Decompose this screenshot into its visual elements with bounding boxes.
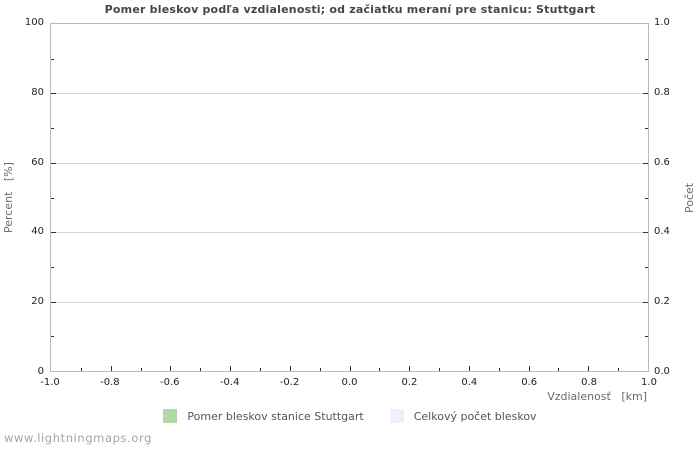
y-tick-label-left: 80 <box>31 86 44 98</box>
y-tick-label-right: 0.4 <box>654 226 670 238</box>
x-tick-label: 0.2 <box>401 377 418 388</box>
watermark-link[interactable]: www.lightningmaps.org <box>4 431 153 445</box>
y-tick-label-left: 60 <box>31 156 44 168</box>
x-tick-mark <box>110 366 112 371</box>
y-tick-mark <box>51 336 54 338</box>
x-tick-mark <box>468 366 470 371</box>
y-axis-label-left: Percent [%] <box>2 162 15 233</box>
legend-swatch-lavender <box>389 409 404 423</box>
gridline <box>51 232 648 234</box>
x-tick-label: -0.2 <box>279 377 300 388</box>
y-tick-label-left: 100 <box>24 17 44 28</box>
x-tick-mark <box>618 368 620 371</box>
x-tick-mark <box>409 366 411 371</box>
legend: Pomer bleskov stanice Stuttgart Celkový … <box>0 409 700 423</box>
x-tick-label: -1.0 <box>40 377 60 388</box>
x-tick-label: 1.0 <box>641 377 657 388</box>
y-tick-mark <box>51 197 54 199</box>
y-tick-label-right: 0.2 <box>654 296 670 308</box>
x-tick-label: 0.6 <box>521 377 538 388</box>
y-tick-mark <box>51 93 56 95</box>
y-tick-label-left: 0 <box>37 366 44 377</box>
x-tick-mark <box>80 368 82 371</box>
y-tick-mark <box>51 301 56 303</box>
x-tick-mark <box>200 368 202 371</box>
x-tick-mark <box>379 368 381 371</box>
x-tick-mark <box>498 368 500 371</box>
legend-label: Celkový počet bleskov <box>413 409 537 423</box>
chart-title: Pomer bleskov podľa vzdialenosti; od zač… <box>104 3 596 16</box>
y-tick-label-right: 1.0 <box>654 17 670 28</box>
y-tick-label-right: 0.8 <box>654 86 670 98</box>
y-tick-mark <box>51 162 56 164</box>
y-tick-mark <box>51 128 54 130</box>
x-tick-label: 0.0 <box>341 377 358 388</box>
y-tick-mark <box>51 266 54 268</box>
y-tick-mark <box>643 162 648 164</box>
x-tick-label: -0.4 <box>219 377 240 388</box>
y-tick-mark <box>645 197 648 199</box>
y-axis-label-right: Počet <box>683 182 696 213</box>
y-tick-mark <box>645 266 648 268</box>
y-tick-mark <box>51 58 54 60</box>
y-tick-mark <box>51 232 56 234</box>
y-tick-mark <box>643 93 648 95</box>
y-tick-mark <box>643 301 648 303</box>
x-tick-label: 0.8 <box>581 377 598 388</box>
x-tick-label: -0.8 <box>100 377 120 388</box>
x-tick-mark <box>259 368 261 371</box>
x-tick-mark <box>558 368 560 371</box>
x-tick-mark <box>528 366 530 371</box>
x-tick-mark <box>349 366 351 371</box>
y-tick-mark <box>643 232 648 234</box>
gridline <box>51 162 648 164</box>
y-tick-label-right: 0.6 <box>654 156 670 168</box>
y-tick-mark <box>645 58 648 60</box>
x-tick-label: 0.4 <box>461 377 478 388</box>
x-tick-mark <box>230 366 232 371</box>
x-tick-mark <box>140 368 142 371</box>
legend-item-station-ratio: Pomer bleskov stanice Stuttgart <box>163 409 364 423</box>
plot-area <box>50 23 649 372</box>
x-tick-mark <box>588 366 590 371</box>
y-tick-mark <box>645 336 648 338</box>
x-tick-mark <box>439 368 441 371</box>
x-axis-label: Vzdialenosť [km] <box>547 390 647 403</box>
gridline <box>51 301 648 303</box>
legend-label: Pomer bleskov stanice Stuttgart <box>187 409 364 423</box>
y-tick-label-left: 40 <box>31 226 44 238</box>
x-tick-mark <box>319 368 321 371</box>
legend-item-total-count: Celkový počet bleskov <box>389 409 537 423</box>
gridline <box>51 93 648 95</box>
y-tick-label-right: 0.0 <box>654 366 670 377</box>
y-tick-mark <box>645 128 648 130</box>
x-tick-mark <box>289 366 291 371</box>
legend-swatch-green <box>163 409 178 423</box>
y-tick-label-left: 20 <box>31 296 44 308</box>
x-tick-label: -0.6 <box>160 377 180 388</box>
x-tick-mark <box>170 366 172 371</box>
